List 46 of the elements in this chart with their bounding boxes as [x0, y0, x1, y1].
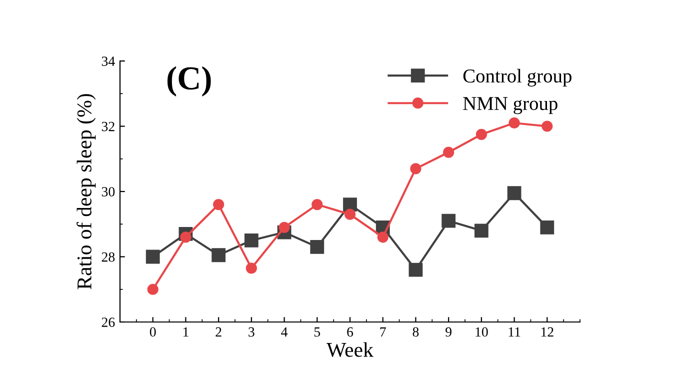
x-tick-label: 10 [476, 327, 488, 337]
x-tick-label: 2 [216, 327, 222, 336]
point [147, 284, 158, 295]
x-tick-label: 0 [150, 327, 156, 337]
x-tick-label: 1 [183, 327, 188, 336]
point [442, 214, 456, 228]
point [180, 232, 192, 243]
x-tick-label: 12 [541, 327, 554, 336]
point [508, 117, 520, 129]
point [377, 232, 388, 243]
point [146, 250, 160, 264]
y-tick-label: 32 [102, 122, 114, 132]
y-tick-label: 30 [102, 187, 115, 196]
point [507, 186, 522, 200]
point [213, 198, 224, 210]
x-tick-label: 8 [412, 327, 419, 337]
y-tick-label: 28 [102, 252, 115, 262]
y-tick-label: 34 [102, 56, 115, 66]
point [246, 262, 257, 274]
point [540, 220, 554, 234]
point [443, 146, 454, 158]
x-tick-label: 3 [248, 327, 254, 337]
x-tick-label: 4 [281, 327, 288, 336]
x-tick-label: 5 [314, 327, 320, 337]
x-tick-label: 11 [508, 327, 520, 336]
point [212, 248, 226, 262]
y-axis-title: Ratio of deep sleep (%) [76, 94, 96, 290]
point [408, 262, 423, 277]
legend-label: Control group [463, 68, 572, 87]
legend-label: NMN group [463, 97, 558, 114]
x-tick-label: 9 [446, 327, 452, 337]
point [542, 120, 553, 132]
point [474, 224, 488, 238]
x-axis-title: Week [326, 342, 374, 358]
chart-title: (C) [167, 66, 211, 96]
x-tick-label: 7 [380, 327, 386, 336]
point [244, 233, 258, 248]
point [344, 208, 356, 220]
point [278, 222, 290, 233]
point [312, 198, 323, 210]
point [410, 163, 422, 174]
y-tick-label: 26 [102, 318, 115, 327]
x-tick-label: 6 [347, 327, 354, 337]
point [343, 198, 357, 212]
point [310, 240, 324, 254]
point [476, 128, 487, 140]
